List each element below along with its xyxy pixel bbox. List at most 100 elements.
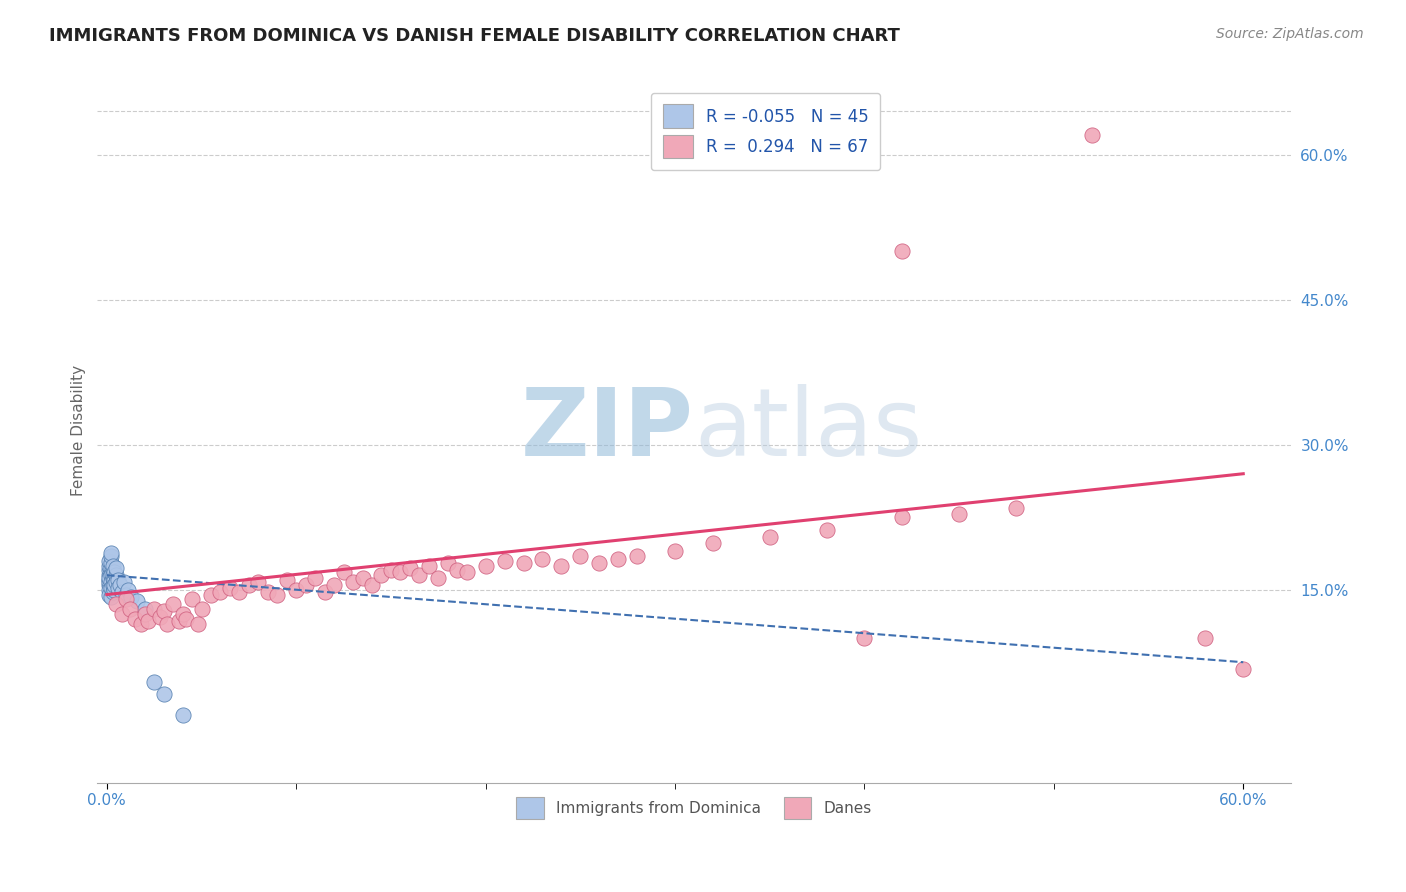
Point bbox=[238, 578, 260, 592]
Point bbox=[97, 578, 120, 592]
Point bbox=[172, 708, 194, 723]
Point bbox=[209, 584, 232, 599]
Point bbox=[815, 523, 838, 537]
Point bbox=[418, 558, 440, 573]
Point bbox=[361, 578, 384, 592]
Point bbox=[1194, 631, 1216, 645]
Point bbox=[550, 558, 572, 573]
Point bbox=[100, 566, 122, 580]
Text: IMMIGRANTS FROM DOMINICA VS DANISH FEMALE DISABILITY CORRELATION CHART: IMMIGRANTS FROM DOMINICA VS DANISH FEMAL… bbox=[49, 27, 900, 45]
Point bbox=[228, 584, 250, 599]
Point bbox=[105, 574, 128, 589]
Point bbox=[948, 508, 970, 522]
Point bbox=[1232, 662, 1254, 676]
Point bbox=[172, 607, 194, 621]
Point bbox=[103, 566, 125, 580]
Point bbox=[114, 592, 136, 607]
Point bbox=[134, 607, 156, 621]
Point bbox=[111, 607, 134, 621]
Point bbox=[380, 563, 402, 577]
Point bbox=[190, 602, 212, 616]
Point bbox=[370, 568, 392, 582]
Text: ZIP: ZIP bbox=[522, 384, 695, 476]
Point bbox=[167, 614, 190, 628]
Point bbox=[100, 556, 122, 570]
Point bbox=[285, 582, 308, 597]
Point bbox=[105, 561, 128, 575]
Point bbox=[100, 581, 122, 595]
Point bbox=[103, 578, 125, 592]
Point bbox=[112, 574, 135, 589]
Point bbox=[294, 578, 316, 592]
Point bbox=[97, 558, 120, 573]
Point bbox=[107, 581, 129, 595]
Point bbox=[100, 574, 122, 589]
Point bbox=[97, 563, 120, 577]
Point bbox=[446, 563, 468, 577]
Point bbox=[702, 536, 724, 550]
Point bbox=[143, 674, 166, 689]
Point bbox=[101, 558, 124, 573]
Point bbox=[427, 571, 450, 585]
Point bbox=[219, 581, 242, 595]
Point bbox=[101, 563, 124, 577]
Point bbox=[100, 561, 122, 575]
Point bbox=[103, 582, 125, 597]
Point bbox=[149, 609, 172, 624]
Point bbox=[108, 578, 131, 592]
Point bbox=[100, 591, 122, 605]
Point bbox=[97, 568, 120, 582]
Y-axis label: Female Disability: Female Disability bbox=[72, 365, 86, 496]
Point bbox=[105, 568, 128, 582]
Point bbox=[569, 549, 592, 563]
Point bbox=[323, 578, 346, 592]
Point bbox=[120, 591, 142, 605]
Point bbox=[114, 588, 136, 602]
Point bbox=[100, 568, 122, 582]
Point bbox=[314, 584, 336, 599]
Point bbox=[97, 582, 120, 597]
Point bbox=[152, 604, 174, 618]
Point bbox=[304, 571, 326, 585]
Point bbox=[342, 574, 364, 589]
Point bbox=[118, 602, 141, 616]
Point bbox=[143, 602, 166, 616]
Point bbox=[494, 554, 516, 568]
Point bbox=[127, 594, 149, 608]
Point bbox=[187, 616, 209, 631]
Point bbox=[101, 578, 124, 592]
Point bbox=[97, 571, 120, 585]
Point bbox=[100, 546, 122, 560]
Point bbox=[531, 551, 554, 566]
Point bbox=[97, 574, 120, 589]
Point bbox=[105, 597, 128, 611]
Point bbox=[97, 573, 120, 587]
Point bbox=[436, 556, 458, 570]
Point bbox=[107, 573, 129, 587]
Point bbox=[474, 558, 496, 573]
Point bbox=[129, 616, 152, 631]
Point bbox=[853, 631, 876, 645]
Point bbox=[181, 592, 204, 607]
Point bbox=[588, 556, 610, 570]
Text: atlas: atlas bbox=[695, 384, 922, 476]
Point bbox=[891, 510, 914, 524]
Point bbox=[101, 584, 124, 599]
Point bbox=[117, 582, 139, 597]
Point bbox=[101, 571, 124, 585]
Point bbox=[101, 568, 124, 582]
Point bbox=[1005, 500, 1028, 515]
Point bbox=[162, 597, 184, 611]
Point bbox=[389, 566, 412, 580]
Point bbox=[276, 573, 298, 587]
Point bbox=[156, 616, 179, 631]
Point bbox=[97, 588, 120, 602]
Point bbox=[456, 566, 478, 580]
Point bbox=[97, 554, 120, 568]
Point bbox=[138, 614, 160, 628]
Point bbox=[103, 573, 125, 587]
Point bbox=[891, 244, 914, 259]
Text: Source: ZipAtlas.com: Source: ZipAtlas.com bbox=[1216, 27, 1364, 41]
Point bbox=[352, 571, 374, 585]
Point bbox=[100, 549, 122, 563]
